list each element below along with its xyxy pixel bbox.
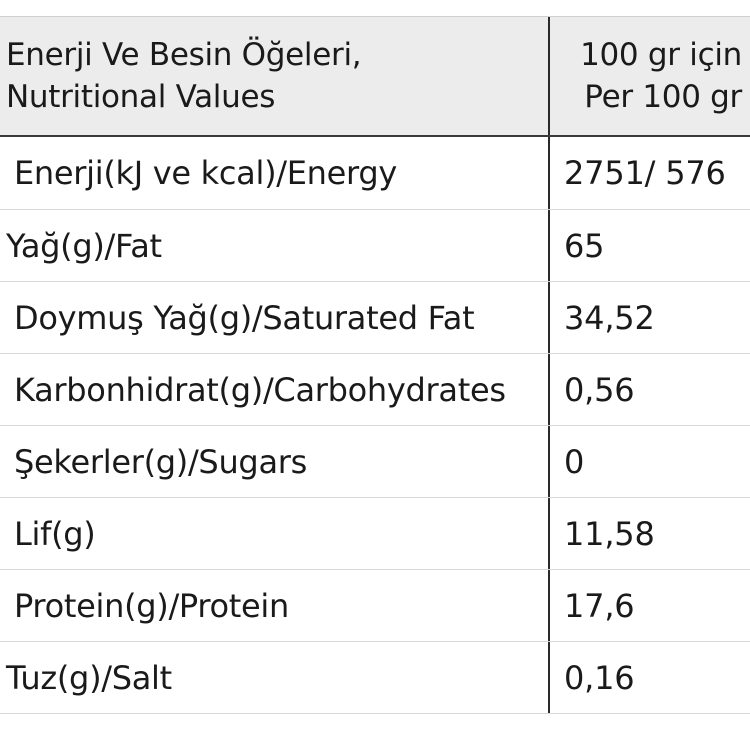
header-value-line2: Per 100 gr: [584, 79, 742, 115]
header-label-line2: Nutritional Values: [6, 79, 276, 115]
row-value-cell: 17,6: [550, 570, 750, 641]
row-label-cell: Lif(g): [0, 498, 550, 569]
row-value-cell: 0,56: [550, 354, 750, 425]
row-label: Protein(g)/Protein: [14, 586, 290, 625]
nutrition-table: Enerji Ve Besin Öğeleri, Nutritional Val…: [0, 16, 750, 714]
header-label-cell: Enerji Ve Besin Öğeleri, Nutritional Val…: [0, 17, 550, 135]
table-row: Karbonhidrat(g)/Carbohydrates 0,56: [0, 354, 750, 426]
row-label-cell: Yağ(g)/Fat: [0, 210, 550, 281]
row-value: 0,16: [564, 658, 635, 697]
header-value-line1: 100 gr için: [580, 37, 742, 73]
table-row: Protein(g)/Protein 17,6: [0, 570, 750, 642]
table-row: Lif(g) 11,58: [0, 498, 750, 570]
row-label: Şekerler(g)/Sugars: [14, 442, 307, 481]
row-label-cell: Enerji(kJ ve kcal)/Energy: [0, 137, 550, 209]
row-value: 2751/ 576: [564, 154, 726, 192]
table-row: Enerji(kJ ve kcal)/Energy 2751/ 576: [0, 137, 750, 210]
row-value-cell: 0: [550, 426, 750, 497]
row-value-cell: 65: [550, 210, 750, 281]
row-label-cell: Doymuş Yağ(g)/Saturated Fat: [0, 282, 550, 353]
row-label-cell: Protein(g)/Protein: [0, 570, 550, 641]
table-row: Doymuş Yağ(g)/Saturated Fat 34,52: [0, 282, 750, 354]
row-value-cell: 0,16: [550, 642, 750, 713]
row-value: 11,58: [564, 514, 655, 553]
row-value: 0,56: [564, 370, 635, 409]
row-value: 17,6: [564, 586, 635, 625]
row-label-cell: Şekerler(g)/Sugars: [0, 426, 550, 497]
header-value-cell: 100 gr için Per 100 gr: [550, 17, 750, 135]
table-header-row: Enerji Ve Besin Öğeleri, Nutritional Val…: [0, 16, 750, 137]
table-row: Şekerler(g)/Sugars 0: [0, 426, 750, 498]
header-label-line1: Enerji Ve Besin Öğeleri,: [6, 37, 362, 73]
row-label: Tuz(g)/Salt: [6, 658, 172, 697]
row-value-cell: 11,58: [550, 498, 750, 569]
table-row: Tuz(g)/Salt 0,16: [0, 642, 750, 714]
row-value-cell: 34,52: [550, 282, 750, 353]
row-label: Karbonhidrat(g)/Carbohydrates: [14, 370, 506, 409]
row-value: 65: [564, 226, 605, 265]
row-label: Yağ(g)/Fat: [6, 226, 162, 265]
row-label: Doymuş Yağ(g)/Saturated Fat: [14, 298, 475, 337]
row-value-cell: 2751/ 576: [550, 137, 750, 209]
row-label-cell: Karbonhidrat(g)/Carbohydrates: [0, 354, 550, 425]
table-row: Yağ(g)/Fat 65: [0, 210, 750, 282]
row-value: 34,52: [564, 298, 655, 337]
row-label-cell: Tuz(g)/Salt: [0, 642, 550, 713]
row-label: Enerji(kJ ve kcal)/Energy: [14, 154, 397, 192]
row-value: 0: [564, 442, 585, 481]
row-label: Lif(g): [14, 514, 96, 553]
